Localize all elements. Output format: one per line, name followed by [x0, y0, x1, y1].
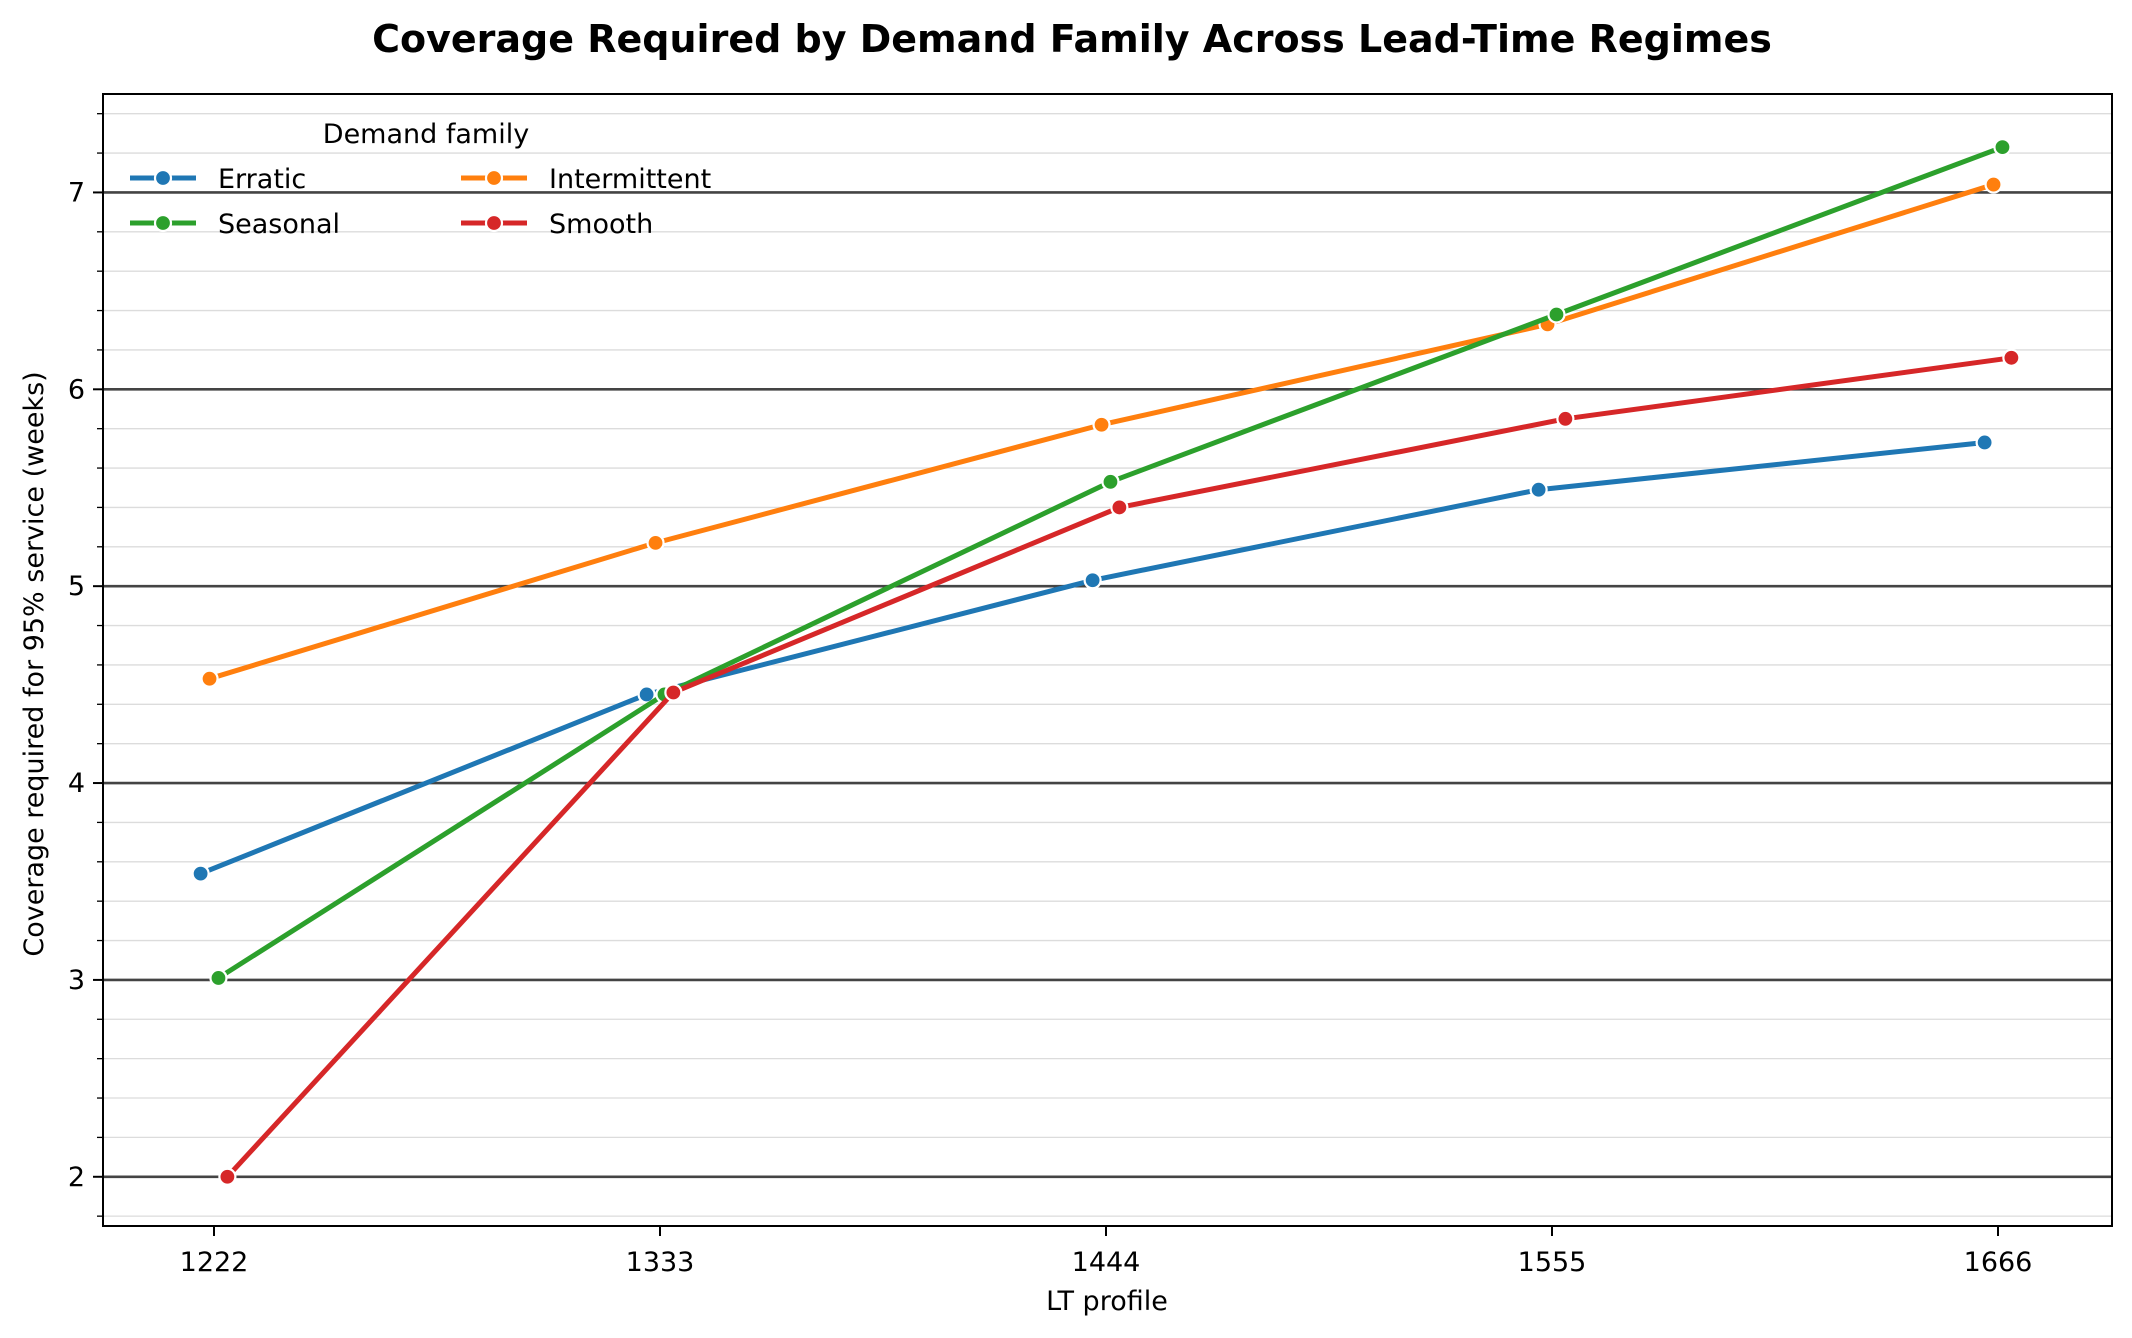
point-smooth — [2002, 348, 2021, 367]
point-intermittent — [646, 533, 665, 552]
point-seasonal — [1547, 305, 1566, 324]
x-axis-label: LT profile — [1046, 1286, 1168, 1317]
point-smooth — [1556, 409, 1575, 428]
y-axis-label: Coverage required for 95% service (weeks… — [19, 371, 50, 956]
point-intermittent — [200, 669, 219, 688]
y-tick-label: 6 — [68, 374, 85, 405]
y-tick-label: 4 — [68, 768, 85, 799]
x-tick-label: 1555 — [1518, 1247, 1587, 1278]
series-erratic — [191, 433, 1994, 883]
legend-swatch-marker — [484, 168, 504, 188]
legend-swatch-marker — [153, 168, 173, 188]
legend: Demand family Erratic Intermittent Seasonal… — [130, 119, 711, 240]
chart-title: Coverage Required by Demand Family Acros… — [372, 17, 1772, 61]
plot-frame — [102, 93, 2113, 1227]
y-tick-label: 3 — [68, 965, 85, 996]
legend-label: Erratic — [218, 164, 306, 195]
legend-title: Demand family — [323, 119, 529, 150]
series-intermittent — [200, 175, 2003, 688]
series-layer — [191, 138, 2021, 1186]
point-seasonal — [209, 968, 228, 988]
legend-label: Intermittent — [549, 164, 711, 195]
point-seasonal — [1101, 472, 1120, 491]
legend-item-erratic: Erratic — [130, 164, 306, 195]
point-erratic — [1083, 571, 1102, 590]
point-erratic — [637, 685, 656, 704]
series-smooth — [218, 348, 2021, 1186]
point-intermittent — [1984, 175, 2003, 194]
series-seasonal — [209, 138, 2012, 988]
point-erratic — [1975, 433, 1994, 452]
point-erratic — [1529, 480, 1548, 499]
legend-item-intermittent: Intermittent — [461, 164, 711, 195]
grid — [103, 113, 2112, 1217]
x-tick-label: 1444 — [1072, 1247, 1141, 1278]
point-seasonal — [1993, 138, 2012, 157]
point-smooth — [1110, 498, 1129, 517]
y-tick-label: 2 — [68, 1162, 85, 1193]
point-intermittent — [1092, 415, 1111, 434]
legend-label: Smooth — [549, 209, 653, 240]
legend-swatch-marker — [153, 213, 173, 233]
point-smooth — [218, 1167, 237, 1186]
y-tick-label: 5 — [68, 571, 85, 602]
x-tick-label: 1222 — [180, 1247, 249, 1278]
axes: 2 3 4 5 6 7 1222 1333 1444 1555 1666 — [68, 113, 2033, 1278]
x-tick-label: 1333 — [626, 1247, 695, 1278]
legend-swatch-marker — [484, 213, 504, 233]
point-smooth — [664, 683, 683, 702]
legend-label: Seasonal — [218, 209, 340, 240]
y-tick-label: 7 — [68, 177, 85, 208]
point-erratic — [191, 864, 210, 883]
legend-item-seasonal: Seasonal — [130, 209, 340, 240]
x-tick-label: 1666 — [1964, 1247, 2033, 1278]
legend-item-smooth: Smooth — [461, 209, 653, 240]
